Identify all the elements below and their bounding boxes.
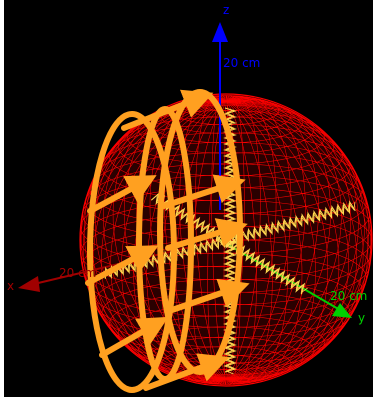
z-axis-arrowhead bbox=[212, 22, 228, 42]
field-arrow bbox=[169, 278, 250, 313]
3d-viewport[interactable]: z 20 cm x 20 cm y 20 cm bbox=[4, 0, 373, 397]
field-arrow bbox=[85, 245, 159, 286]
field-arrow bbox=[87, 175, 157, 214]
sphere-outline bbox=[79, 93, 373, 387]
sphere-longitude-line bbox=[225, 100, 316, 383]
field-arrow bbox=[161, 174, 246, 209]
sphere-longitude-line bbox=[101, 100, 227, 381]
field-arrow bbox=[121, 89, 214, 131]
sphere-longitude-line bbox=[225, 100, 303, 384]
sphere-longitude-line bbox=[225, 95, 261, 380]
sphere-longitude-line bbox=[110, 100, 227, 382]
sphere-longitude-line bbox=[225, 99, 351, 380]
current-loop-field bbox=[85, 89, 250, 393]
y-axis-letter: y bbox=[358, 311, 365, 325]
field-arrow bbox=[99, 316, 169, 358]
sphere-longitude-line bbox=[225, 96, 292, 380]
sphere-longitude-line bbox=[225, 98, 342, 380]
sphere-longitude-line bbox=[225, 100, 372, 380]
y-axis-arrowhead bbox=[332, 303, 352, 318]
sphere-longitude-line bbox=[225, 100, 365, 380]
x-axis-arrowhead bbox=[18, 276, 40, 292]
x-axis-scale-label: 20 cm bbox=[59, 266, 96, 280]
y-axis-scale-label: 20 cm bbox=[330, 289, 367, 303]
x-axis-letter: x bbox=[7, 279, 14, 293]
wire-ribbon bbox=[150, 191, 306, 295]
sphere-longitude-line bbox=[225, 95, 277, 380]
sphere-longitude-line bbox=[146, 100, 227, 384]
field-arrow bbox=[165, 218, 248, 251]
sphere-longitude-line bbox=[225, 100, 357, 381]
scene-canvas: z 20 cm x 20 cm y 20 cm bbox=[7, 3, 373, 393]
z-axis-letter: z bbox=[223, 3, 229, 17]
z-axis-scale-label: 20 cm bbox=[223, 56, 260, 70]
field-arrow bbox=[143, 353, 230, 391]
loop-ring-left bbox=[87, 111, 177, 393]
sphere-longitude-line bbox=[225, 100, 273, 385]
sphere-longitude-line bbox=[225, 100, 369, 380]
